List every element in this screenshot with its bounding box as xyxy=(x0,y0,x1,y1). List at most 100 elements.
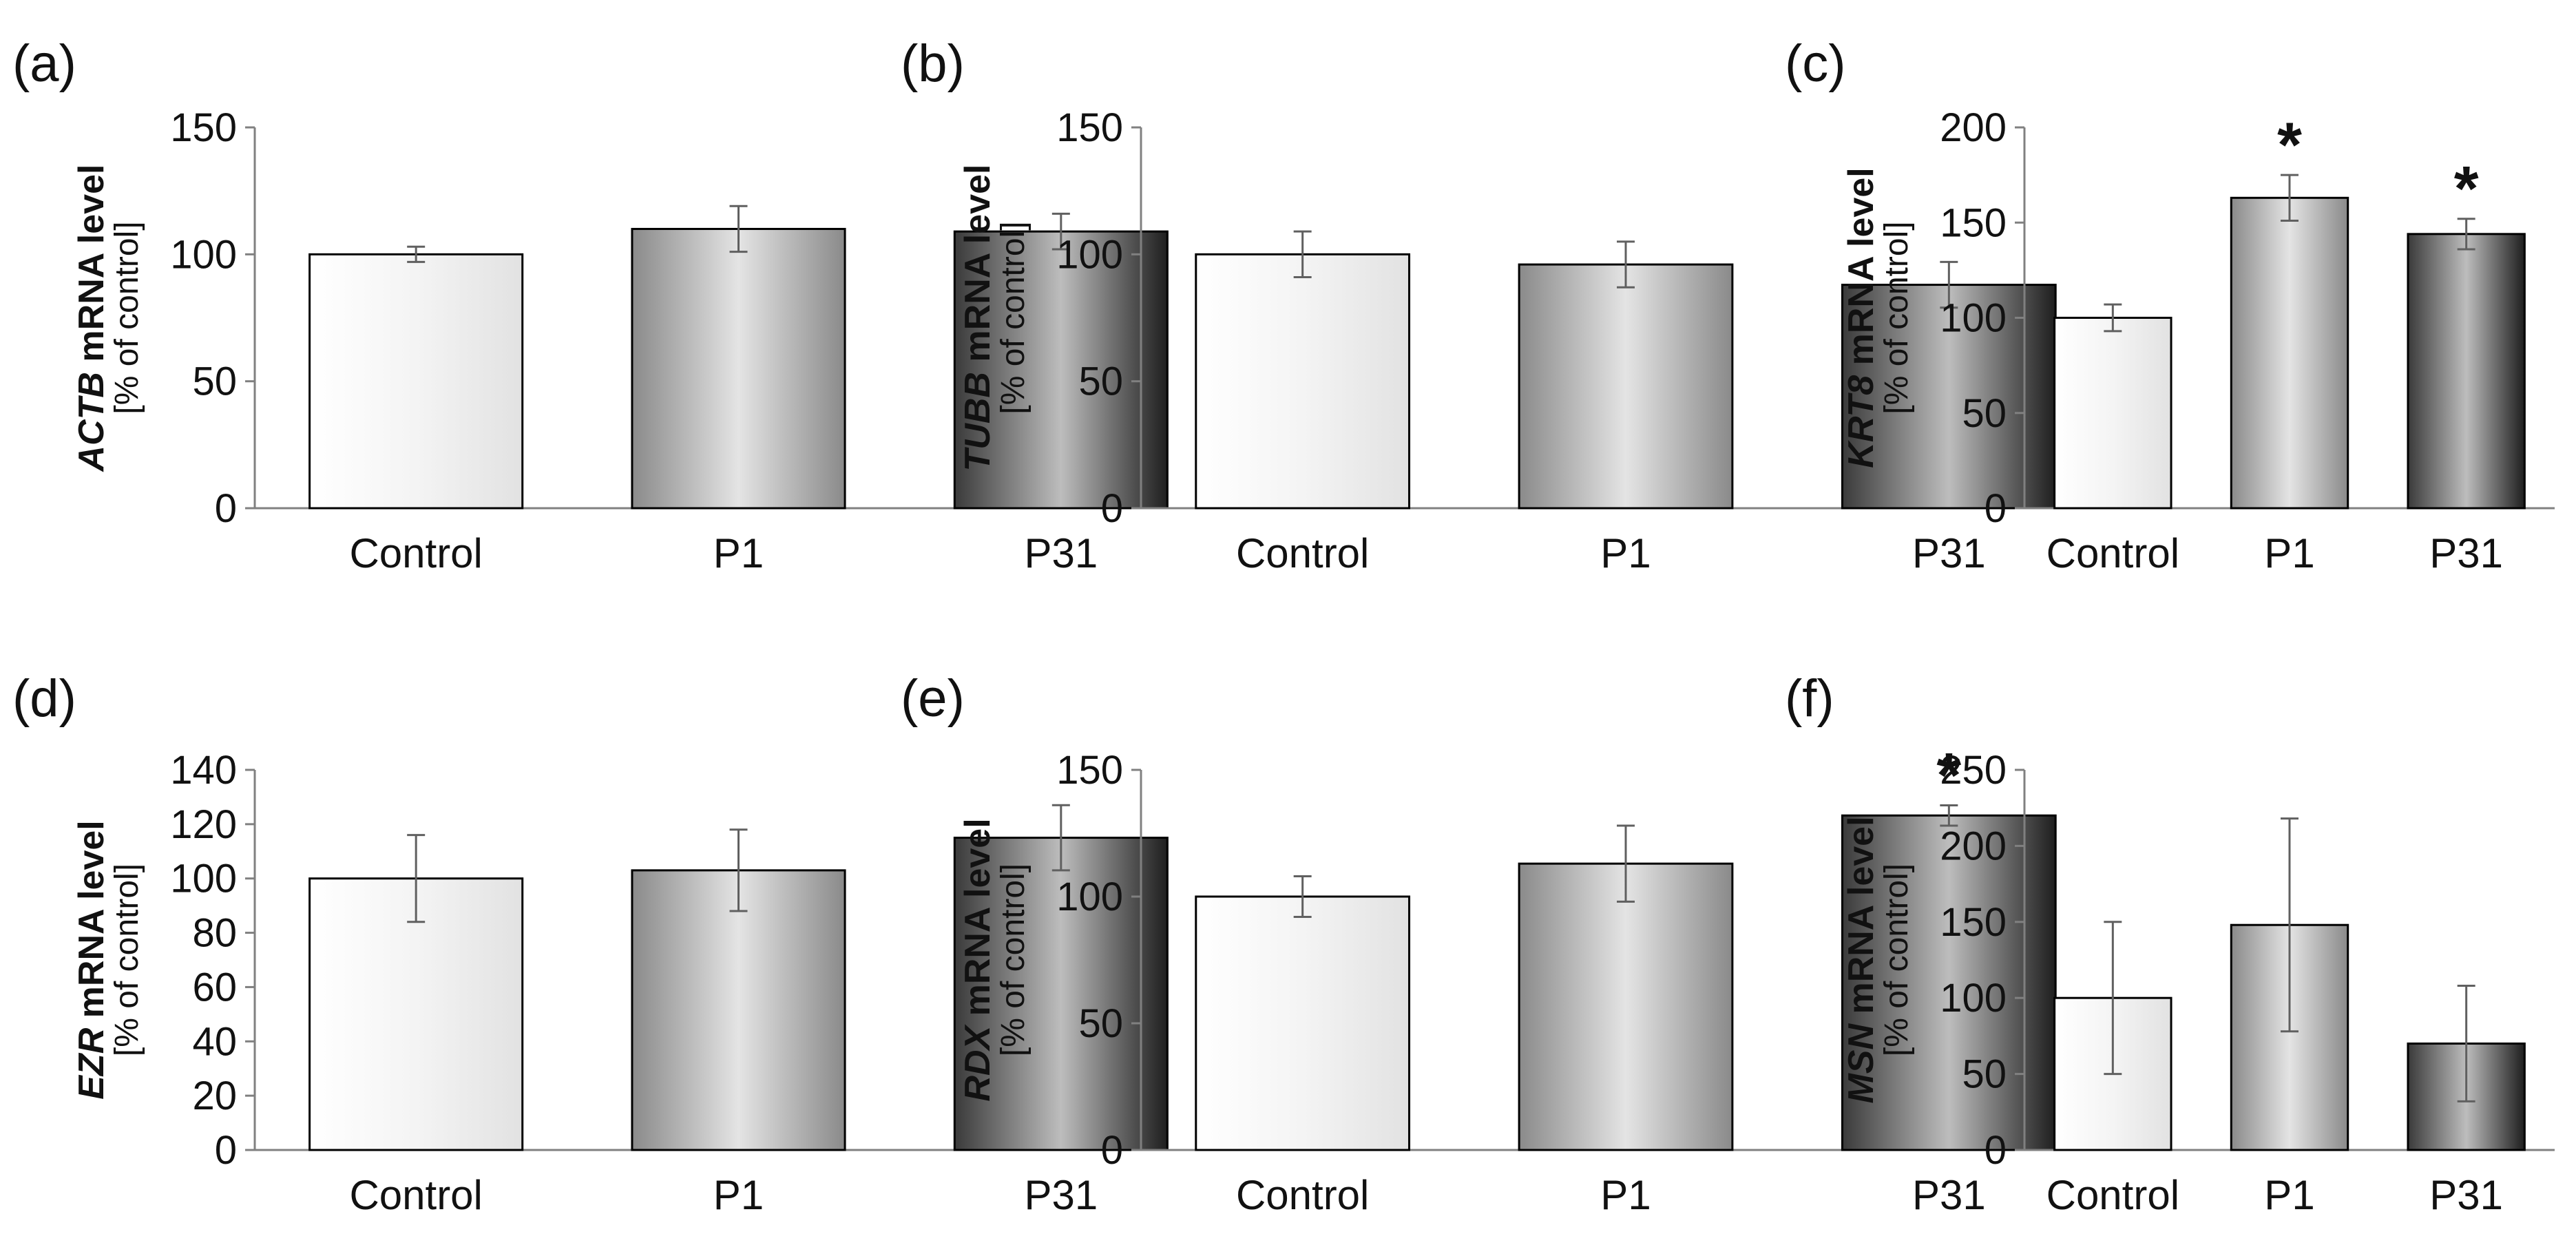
error-bar xyxy=(407,834,426,923)
chart-panel-e: (e)RDX mRNA level[% of control]050100150… xyxy=(901,669,2111,1218)
y-axis-gene: EZR xyxy=(72,1027,112,1099)
error-bar xyxy=(1940,804,1958,827)
x-tick-label: Control xyxy=(349,1172,482,1218)
chart-panel-d: (d)EZR mRNA level[% of control]020406080… xyxy=(12,669,1222,1218)
y-tick-label: 120 xyxy=(170,802,237,847)
error-bar xyxy=(2281,174,2298,222)
bar-p1 xyxy=(2230,196,2349,510)
bar-control xyxy=(308,253,524,510)
y-tick-label: 150 xyxy=(1940,900,2007,945)
y-axis-gene: RDX xyxy=(958,1024,998,1102)
bar-control xyxy=(308,877,524,1151)
x-tick-label: P31 xyxy=(2429,530,2503,576)
error-bar xyxy=(407,245,426,263)
x-tick-label: P31 xyxy=(1024,1172,1098,1218)
x-tick-label: P31 xyxy=(1912,530,1986,576)
y-tick-label: 100 xyxy=(1056,875,1123,919)
y-axis-unit: mRNA level xyxy=(72,165,112,373)
y-axis-subtitle: [% of control] xyxy=(1878,221,1915,414)
x-tick-label: Control xyxy=(1236,530,1369,576)
y-tick-label: 0 xyxy=(1985,1128,2007,1173)
bar-control xyxy=(2053,317,2172,510)
y-tick-label: 50 xyxy=(1078,359,1123,404)
error-bar xyxy=(2104,921,2122,1076)
chart-panel-a: (a)ACTB mRNA level[% of control]05010015… xyxy=(12,34,1222,576)
bar-p31 xyxy=(1841,814,2057,1151)
error-bar xyxy=(1051,804,1070,872)
y-tick-label: 150 xyxy=(1056,105,1123,150)
significance-marker: * xyxy=(2454,154,2479,224)
y-tick-label: 0 xyxy=(1101,486,1123,531)
y-tick-label: 150 xyxy=(1940,200,2007,245)
error-bar xyxy=(729,828,748,912)
y-axis-unit: mRNA level xyxy=(1841,816,1881,1024)
x-tick-label: P31 xyxy=(1912,1172,1986,1218)
y-tick-label: 100 xyxy=(170,857,237,901)
y-axis-subtitle: [% of control] xyxy=(995,221,1032,414)
y-axis-gene: KRT8 xyxy=(1841,375,1881,468)
bar-p1 xyxy=(1518,862,1734,1151)
bar-control xyxy=(1195,895,1411,1151)
y-tick-label: 50 xyxy=(1962,1052,2007,1097)
y-axis-title: RDX mRNA level xyxy=(958,818,998,1101)
x-tick-label: P1 xyxy=(1600,530,1651,576)
x-tick-label: Control xyxy=(349,530,482,576)
y-axis-subtitle: [% of control] xyxy=(995,864,1032,1056)
y-tick-label: 250 xyxy=(1940,748,2007,793)
x-tick-label: Control xyxy=(2046,1172,2179,1218)
y-tick-label: 0 xyxy=(215,1128,237,1173)
y-axis-unit: mRNA level xyxy=(958,165,998,373)
y-tick-label: 80 xyxy=(192,911,237,956)
y-tick-label: 200 xyxy=(1940,105,2007,150)
y-axis-subtitle: [% of control] xyxy=(109,864,145,1056)
bar-control xyxy=(1195,253,1411,510)
error-bar xyxy=(1617,824,1635,903)
y-axis-title: MSN mRNA level xyxy=(1841,816,1881,1103)
bar-p1 xyxy=(631,869,846,1151)
error-bar xyxy=(2104,303,2122,333)
panel-label: (a) xyxy=(12,34,76,93)
error-bar xyxy=(1051,212,1070,251)
error-bar xyxy=(1617,240,1635,289)
y-tick-label: 100 xyxy=(1940,296,2007,341)
y-tick-label: 100 xyxy=(1940,976,2007,1021)
error-bar xyxy=(1293,875,1312,918)
x-tick-label: P1 xyxy=(1600,1172,1651,1218)
panel-label: (d) xyxy=(12,669,76,728)
y-axis-gene: MSN xyxy=(1841,1023,1881,1104)
y-tick-label: 40 xyxy=(192,1019,237,1064)
y-tick-label: 20 xyxy=(192,1074,237,1118)
y-tick-label: 0 xyxy=(1101,1128,1123,1173)
x-tick-label: P31 xyxy=(2429,1172,2503,1218)
y-tick-label: 150 xyxy=(1056,748,1123,793)
y-tick-label: 50 xyxy=(1962,391,2007,436)
error-bar xyxy=(1940,260,1958,309)
x-tick-label: P31 xyxy=(1024,530,1098,576)
y-tick-label: 200 xyxy=(1940,824,2007,868)
bar-p31 xyxy=(2407,233,2526,510)
y-axis-gene: ACTB xyxy=(72,372,112,472)
y-tick-label: 0 xyxy=(1985,486,2007,531)
chart-panel-f: (f) MSN mRNA level[% of control] 0 50 100 150… xyxy=(1785,669,2555,1218)
error-bar xyxy=(729,205,748,253)
x-tick-label: Control xyxy=(1236,1172,1369,1218)
y-axis-title: EZR mRNA level xyxy=(72,820,112,1100)
y-axis-subtitle: [% of control] xyxy=(1878,864,1915,1056)
panel-label: (f) xyxy=(1785,669,1834,728)
y-tick-label: 150 xyxy=(170,105,237,150)
panel-label: (b) xyxy=(901,34,965,93)
y-axis-unit: mRNA level xyxy=(72,820,112,1028)
chart-panel-c: (c) KRT8 mRNA level[% of control] 0 50 100 15… xyxy=(1785,34,2555,576)
error-bar xyxy=(2281,817,2298,1033)
panel-label: (e) xyxy=(901,669,965,728)
chart-panel-b: (b)TUBB mRNA level[% of control]05010015… xyxy=(901,34,2111,576)
y-axis-title: KRT8 mRNA level xyxy=(1841,167,1881,468)
bar-p31 xyxy=(953,230,1169,510)
y-tick-label: 50 xyxy=(192,359,237,404)
x-tick-label: P1 xyxy=(2264,1172,2314,1218)
y-axis-unit: mRNA level xyxy=(1841,167,1881,375)
x-tick-label: Control xyxy=(2046,530,2179,576)
y-axis-unit: mRNA level xyxy=(958,818,998,1026)
error-bar xyxy=(2457,985,2475,1102)
